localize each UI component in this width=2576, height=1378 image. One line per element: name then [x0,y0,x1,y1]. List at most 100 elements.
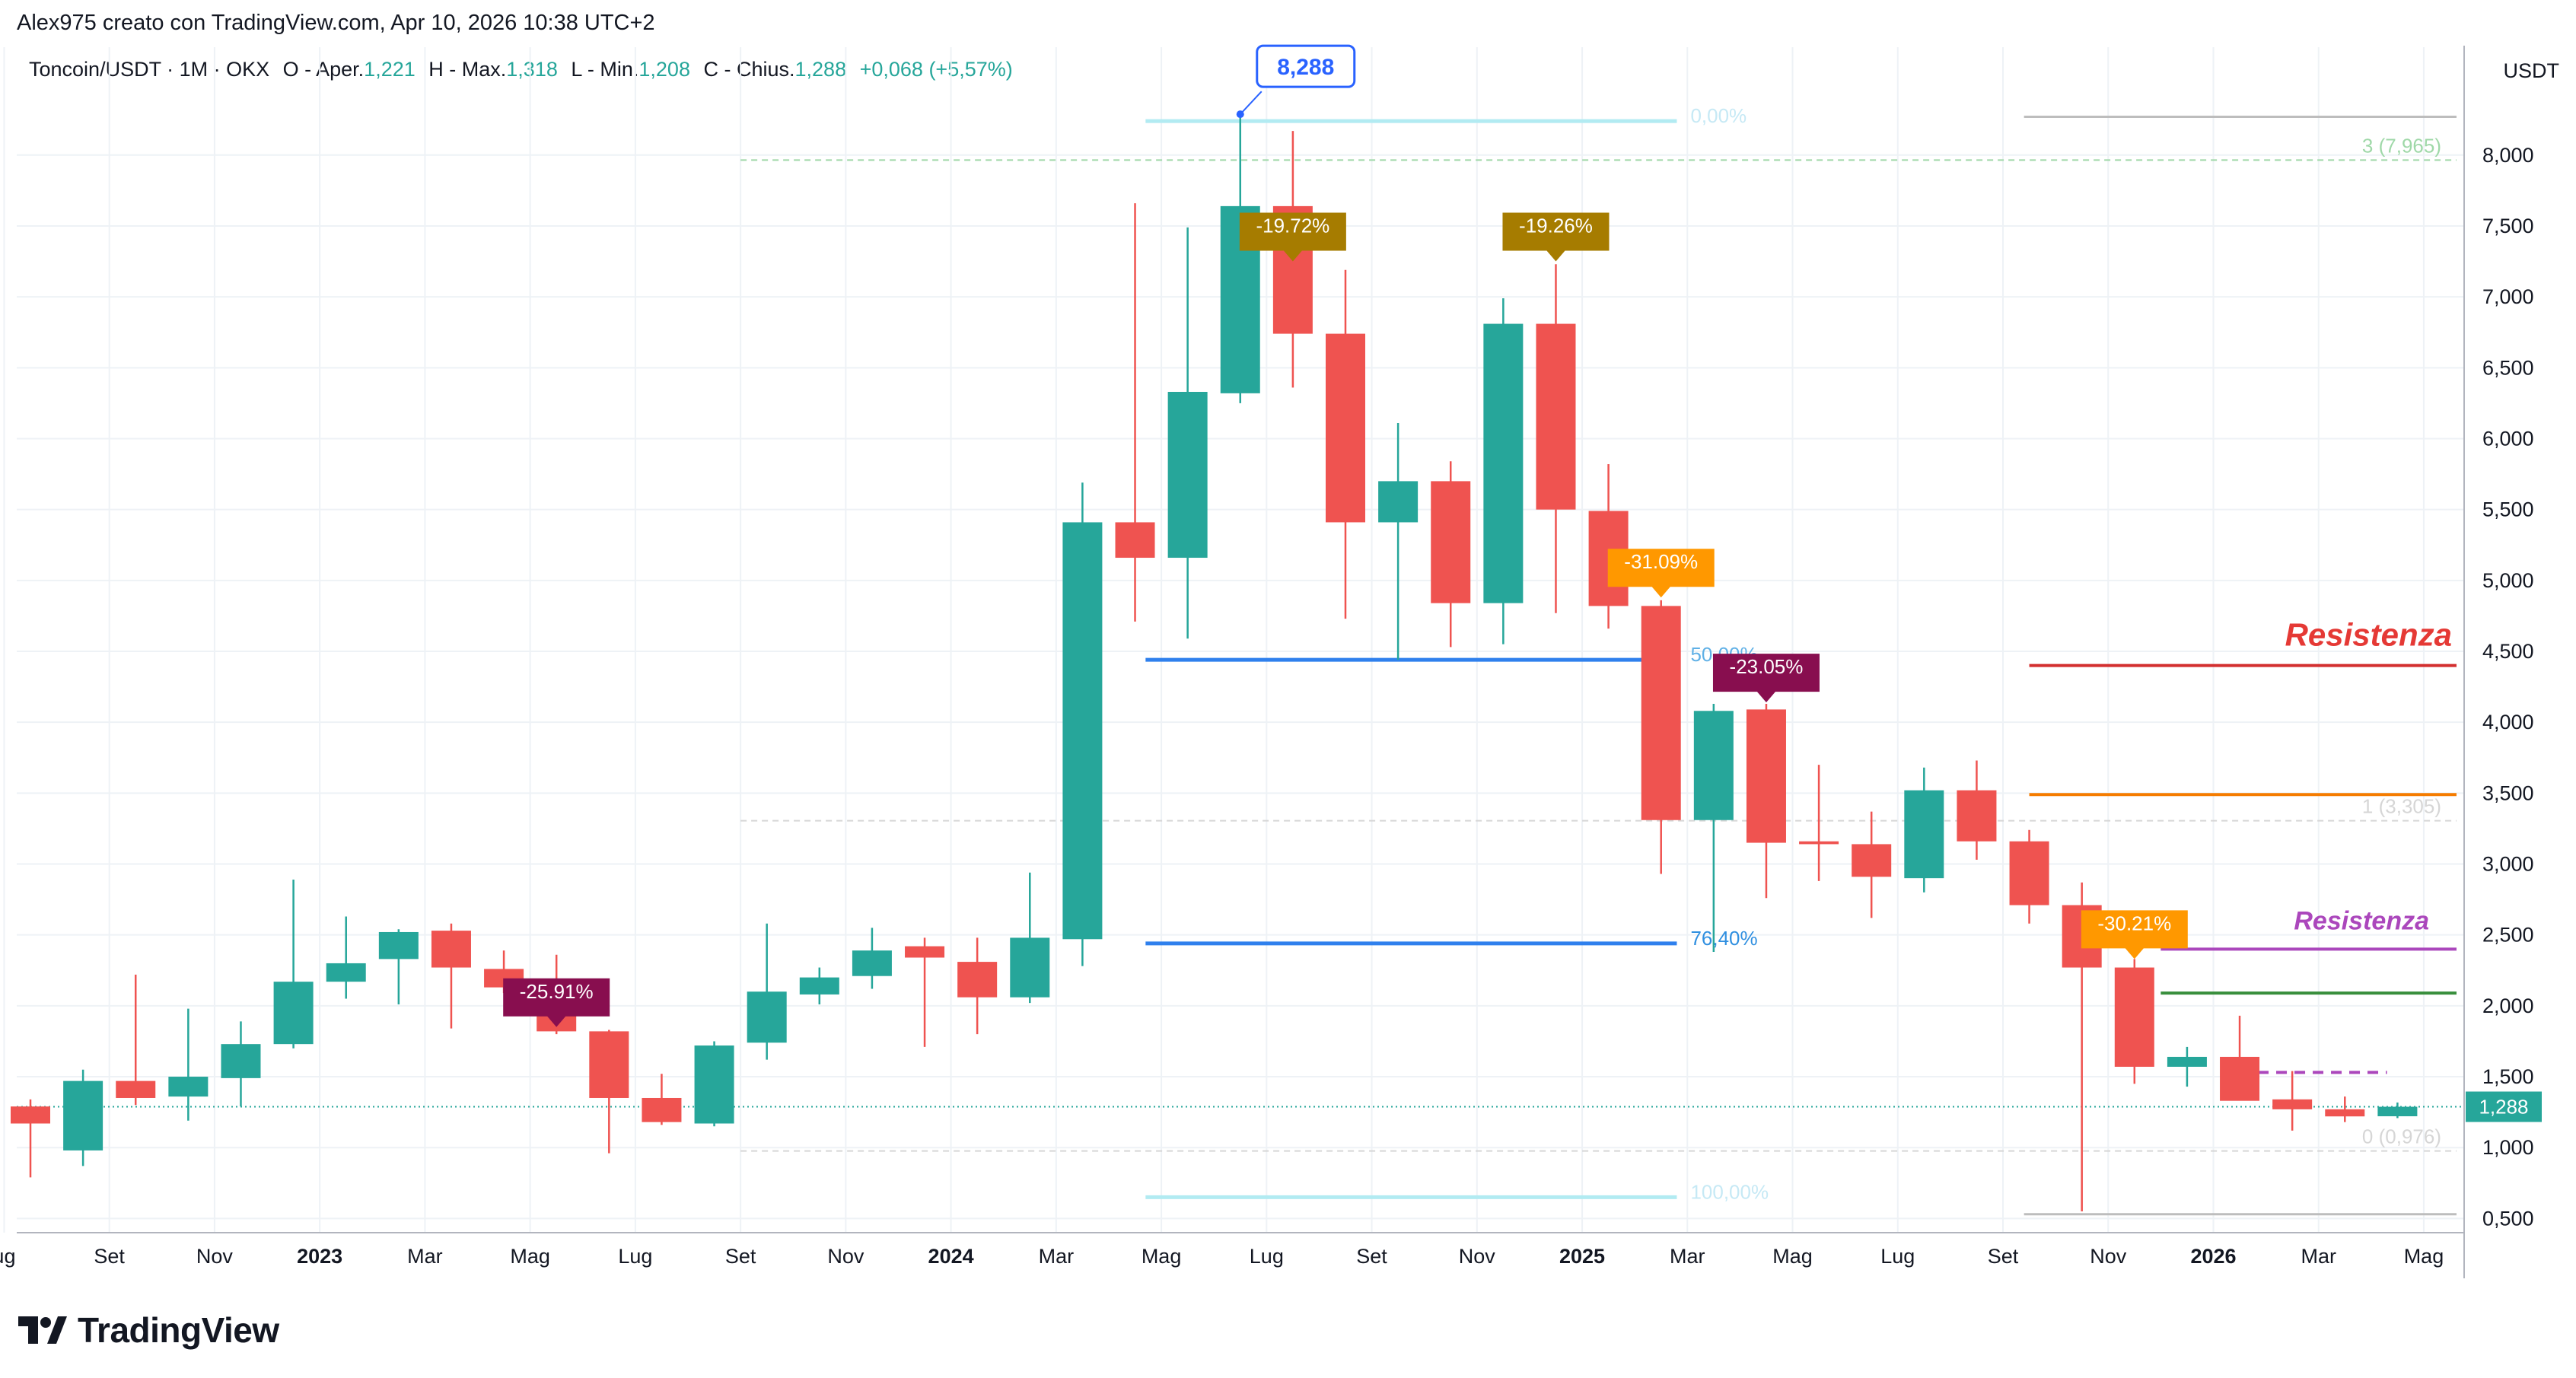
candle-body[interactable] [1957,790,1997,842]
pct-change-label: -19.72% [1256,215,1329,237]
x-tick-label: 2024 [928,1245,974,1268]
x-tick-label: Mag [2404,1245,2444,1268]
candle-body[interactable] [1536,323,1576,510]
candle-body[interactable] [116,1080,156,1098]
candle-body[interactable] [431,931,471,968]
y-tick-label: 2,000 [2482,995,2534,1017]
fib-extension-label: 0 (0,976) [2362,1125,2441,1148]
candle-body[interactable] [2325,1109,2365,1117]
current-price-tag [2466,1091,2542,1122]
candle-body[interactable] [1693,711,1734,820]
candle-body[interactable] [957,962,998,998]
candle-body[interactable] [747,991,787,1043]
candle-body[interactable] [1378,481,1419,523]
candle-body[interactable] [378,931,419,960]
candle-body[interactable] [2377,1106,2418,1117]
legend-open-label: O - Aper. [282,58,365,81]
x-tick-label: Nov [2090,1245,2127,1268]
x-tick-label: Lug [1250,1245,1284,1268]
candle-body[interactable] [1904,790,1944,879]
legend-close-label: C - Chius. [703,58,795,81]
candle-body[interactable] [1641,606,1681,820]
x-tick-label: Set [1356,1245,1387,1268]
candle-body[interactable] [2220,1056,2260,1101]
x-tick-label: Nov [827,1245,865,1268]
pct-change-badge [2081,910,2188,960]
x-tick-label: Mag [1142,1245,1182,1268]
pct-change-label: -23.05% [1730,655,1804,678]
y-tick-label: 0,500 [2482,1207,2534,1230]
x-tick-label: ug [0,1245,15,1268]
candle-body[interactable] [63,1080,103,1150]
legend-symbol[interactable]: Toncoin/USDT · 1M · OKX [29,58,270,81]
symbol-legend: Toncoin/USDT · 1M · OKX O - Aper.1,221 H… [29,58,1013,81]
x-tick-label: 2023 [297,1245,342,1268]
fib-extension-label: 3 (7,965) [2362,134,2441,157]
candle-body[interactable] [642,1097,682,1122]
candle-body[interactable] [11,1106,50,1124]
candle-body[interactable] [1167,391,1208,559]
x-tick-label: Set [725,1245,756,1268]
candle-body[interactable] [1852,844,1892,877]
candle-body[interactable] [905,946,945,958]
pct-change-badge [1712,654,1820,703]
candle-body[interactable] [1326,333,1365,523]
legend-high-label: H - Max. [428,58,507,81]
pct-change-badge [1607,549,1715,598]
candle-body[interactable] [2272,1099,2313,1109]
candle-body[interactable] [589,1031,629,1098]
x-tick-label: Mar [1039,1245,1075,1268]
x-tick-label: Mar [1670,1245,1705,1268]
candle-body[interactable] [1431,481,1471,603]
candle-body[interactable] [1115,522,1155,559]
candle-body[interactable] [799,977,839,995]
x-tick-label: Mag [1772,1245,1813,1268]
candle-body[interactable] [168,1077,209,1097]
candle-body[interactable] [2167,1056,2207,1067]
pct-change-label: -19.26% [1519,215,1593,237]
candle-body[interactable] [2009,841,2049,905]
pct-change-label: -31.09% [1624,550,1698,573]
y-tick-label: 6,500 [2482,356,2534,379]
candle-body[interactable] [1799,841,1839,845]
y-tick-label: 3,500 [2482,781,2534,804]
pct-change-label: -25.91% [520,980,594,1003]
candle-body[interactable] [221,1044,261,1078]
x-tick-label: 2025 [1559,1245,1605,1268]
candle-body[interactable] [852,950,892,976]
candle-body[interactable] [1062,522,1103,940]
y-tick-label: 4,500 [2482,640,2534,663]
brand-logo: TradingView [18,1307,279,1353]
candle-body[interactable] [694,1045,734,1124]
annotation-text: Resistenza [2294,906,2429,935]
x-tick-label: Mar [407,1245,443,1268]
x-tick-label: Lug [618,1245,652,1268]
currency-label[interactable]: USDT [2503,59,2560,82]
y-tick-label: 3,000 [2482,853,2534,876]
x-tick-label: 2026 [2190,1245,2236,1268]
candle-body[interactable] [2114,967,2154,1067]
tradingview-logo-icon [18,1316,67,1344]
fib-retracement-label: 76,40% [1690,927,1757,950]
fib-extension-label: 1 (3,305) [2362,795,2441,818]
candle-body[interactable] [1010,937,1050,998]
high-marker-box [1256,44,1356,88]
legend-high: 1,318 [506,58,558,81]
y-tick-label: 7,500 [2482,215,2534,237]
candle-body[interactable] [273,982,314,1045]
candle-body[interactable] [1483,323,1524,603]
legend-close: 1,288 [794,58,847,81]
pct-change-badge [503,978,610,1027]
y-tick-label: 6,000 [2482,427,2534,450]
x-tick-label: Nov [196,1245,234,1268]
y-tick-label: 5,500 [2482,498,2534,521]
pct-change-label: -30.21% [2097,912,2171,934]
legend-open: 1,221 [364,58,416,81]
x-tick-label: Mag [510,1245,550,1268]
y-tick-label: 1,500 [2482,1065,2534,1088]
candle-body[interactable] [1746,709,1786,843]
pct-change-badge [1239,212,1346,262]
candle-body[interactable] [326,963,366,982]
current-price-label: 1,288 [2479,1096,2528,1119]
